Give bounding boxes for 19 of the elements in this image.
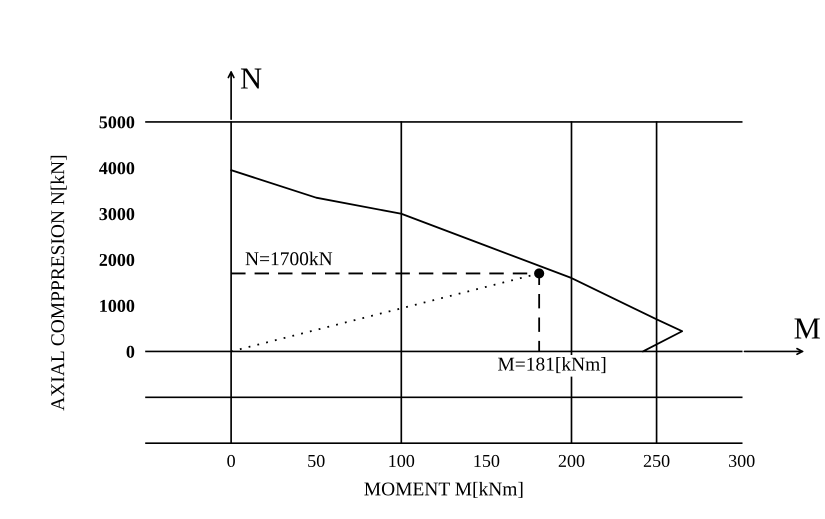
x-tick-label: 0: [227, 454, 235, 468]
y-tick-label: 2000: [100, 254, 134, 266]
y-tick-label: 0: [126, 346, 134, 358]
y-tick-label: 1000: [100, 300, 134, 312]
y-tick-label: 3000: [99, 208, 134, 220]
text: N: [240, 68, 262, 89]
annotation: M=181[kNm]: [498, 356, 606, 374]
x-tick-label: 100: [389, 454, 414, 468]
x-axis-title: MOMENT M[kNm]: [364, 482, 522, 498]
y-axis-title: AXIAL COMPPRESION N[kN]: [50, 156, 67, 411]
x-tick-label: 200: [558, 454, 584, 468]
x-tick-label: 300: [728, 454, 755, 468]
text: M: [794, 318, 820, 339]
x-tick-label: 150: [474, 454, 500, 468]
x-tick-label: 50: [308, 454, 325, 468]
x-tick-label: 250: [644, 454, 670, 468]
annotation: N=1700kN: [246, 252, 332, 266]
y-tick-label: 4000: [99, 162, 134, 174]
y-tick-label: 5000: [100, 116, 134, 128]
